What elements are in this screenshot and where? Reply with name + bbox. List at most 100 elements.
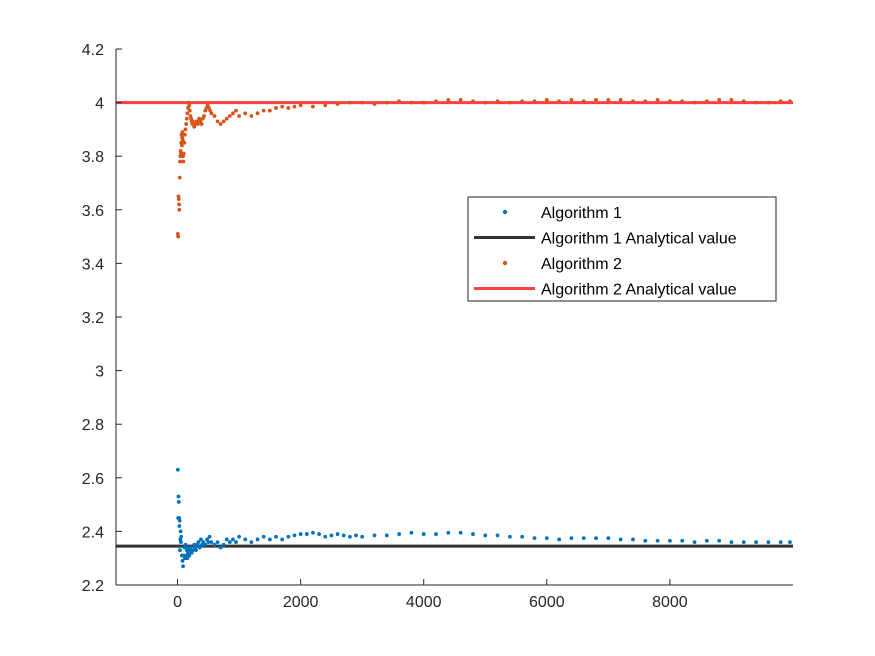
series-0-point-101	[729, 540, 734, 545]
series-0-point-103	[754, 540, 758, 545]
series-0-point-55	[261, 534, 266, 539]
series-2-point-28	[187, 103, 192, 108]
series-0-point-92	[618, 537, 623, 542]
series-2-point-85	[507, 100, 512, 105]
series-2-point-58	[237, 114, 241, 118]
series-2-point-20	[182, 140, 187, 145]
series-0-point-31	[194, 548, 198, 553]
series-2-point-66	[286, 106, 291, 110]
series-2-point-108	[788, 99, 792, 104]
series-0-point-79	[458, 530, 463, 535]
series-0-point-89	[581, 536, 586, 540]
series-0-point-14	[181, 564, 185, 569]
series-0-point-11	[179, 534, 184, 539]
series-0-point-10	[179, 540, 183, 545]
series-0-point-65	[323, 534, 328, 539]
series-2-point-92	[594, 98, 598, 102]
series-0-point-77	[434, 532, 438, 536]
series-0-point-106	[788, 540, 792, 545]
series-0-point-2	[176, 494, 181, 499]
series-0-point-104	[766, 540, 771, 545]
series-0-point-28	[191, 548, 195, 553]
series-2-point-106	[766, 100, 771, 105]
series-0-point-3	[176, 500, 181, 504]
series-0-point-91	[606, 536, 611, 540]
series-2-point-13	[179, 143, 184, 148]
series-0-point-94	[643, 538, 648, 543]
y-tick-label-3: 2.8	[82, 417, 104, 434]
series-2-point-19	[181, 151, 186, 156]
series-2-point-105	[754, 100, 758, 105]
series-0-point-40	[206, 540, 211, 545]
series-0-point-63	[311, 530, 315, 535]
series-0-point-46	[221, 542, 226, 547]
series-0-point-43	[212, 542, 217, 547]
legend-label-0: Algorithm 1	[541, 205, 622, 222]
x-tick-label-4: 8000	[652, 594, 688, 611]
series-2-point-68	[298, 103, 303, 108]
series-0-point-67	[335, 532, 340, 536]
series-0-point-47	[224, 537, 229, 542]
y-tick-label-0: 2.2	[82, 578, 104, 595]
series-layer	[116, 98, 793, 569]
series-0-point-73	[384, 533, 389, 538]
series-2-point-64	[274, 106, 278, 110]
series-2-point-93	[606, 98, 611, 102]
series-2-point-75	[384, 100, 389, 105]
series-2-point-67	[292, 104, 297, 109]
series-2-point-1	[176, 234, 181, 239]
series-0-point-69	[347, 534, 352, 539]
series-2-point-77	[409, 100, 414, 105]
series-0-point-18	[183, 542, 188, 547]
series-2-point-22	[183, 127, 188, 132]
series-2-point-71	[335, 102, 340, 106]
series-2-point-78	[421, 100, 426, 105]
series-0-point-68	[341, 533, 346, 538]
series-0-point-81	[483, 533, 488, 538]
series-0-point-41	[207, 534, 212, 539]
x-tick-label-0: 0	[173, 594, 182, 611]
series-2-point-43	[202, 114, 206, 118]
series-0-point-59	[286, 534, 291, 539]
series-2-point-51	[215, 119, 220, 124]
series-0-point-13	[180, 558, 185, 563]
series-0-point-6	[177, 518, 182, 523]
series-2-point-6	[177, 175, 182, 180]
series-0-point-0	[175, 467, 180, 472]
series-2-point-70	[323, 103, 328, 108]
series-0-point-57	[274, 534, 278, 539]
plot-background	[116, 49, 793, 585]
legend-box	[467, 196, 777, 302]
series-2-point-56	[231, 111, 235, 116]
series-2-point-73	[360, 100, 365, 105]
series-0-point-58	[280, 537, 285, 542]
series-2-point-95	[631, 99, 635, 104]
series-2-point-60	[249, 114, 254, 118]
series-2-point-61	[255, 111, 260, 116]
series-0-point-49	[231, 537, 235, 542]
series-2-point-81	[458, 98, 463, 102]
y-tick-label-7: 3.6	[82, 203, 104, 220]
x-tick-label-3: 6000	[529, 594, 565, 611]
series-0-point-85	[532, 536, 537, 540]
series-0-point-80	[471, 532, 475, 536]
series-2-point-62	[261, 108, 266, 113]
series-0-point-84	[520, 534, 525, 539]
series-0-point-90	[594, 536, 598, 540]
series-2-point-76	[397, 99, 402, 104]
series-0-point-24	[187, 553, 192, 558]
series-2-point-4	[177, 202, 181, 207]
series-0-point-75	[409, 530, 414, 535]
series-2-point-98	[668, 99, 672, 104]
series-2-point-84	[495, 99, 500, 104]
y-tick-label-4: 3	[95, 364, 104, 381]
series-0-point-56	[267, 537, 272, 542]
series-2-point-63	[267, 108, 272, 113]
series-0-point-5	[177, 524, 182, 528]
series-0-point-96	[668, 538, 672, 543]
legend-label-1: Algorithm 1 Analytical value	[541, 231, 737, 248]
series-2-point-21	[183, 132, 187, 137]
y-tick-label-10: 4.2	[82, 42, 104, 59]
